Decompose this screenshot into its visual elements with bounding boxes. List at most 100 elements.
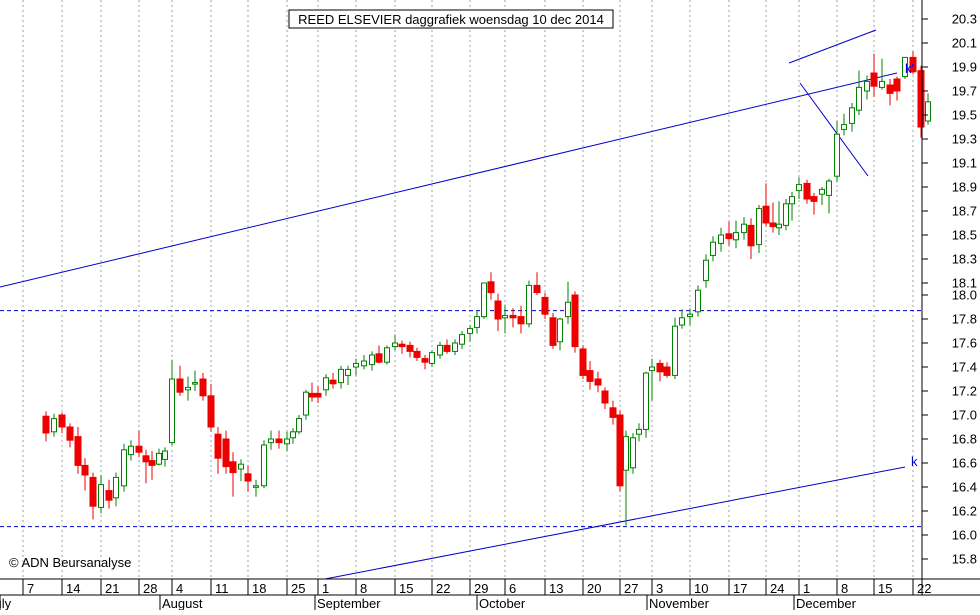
x-tick-label: 24: [770, 581, 784, 596]
candle: [128, 440, 134, 461]
candle-body: [467, 328, 473, 334]
candle: [663, 362, 671, 378]
candle-body: [710, 241, 716, 256]
y-tick-label: 19.1: [952, 156, 977, 171]
candle-body: [803, 182, 811, 200]
candle-body: [303, 391, 309, 416]
candle-body: [345, 368, 351, 376]
candle: [703, 254, 709, 288]
candle-body: [609, 407, 617, 418]
candle: [135, 430, 143, 457]
grid: [22, 0, 914, 579]
candle-body: [353, 362, 359, 368]
candle: [275, 430, 283, 449]
candle: [244, 465, 252, 492]
title-frame: [288, 9, 614, 29]
candle-body: [308, 392, 316, 398]
candle: [222, 430, 230, 474]
x-tick-label: 15: [399, 581, 413, 596]
candle-body: [474, 316, 480, 328]
candle-body: [649, 366, 655, 372]
candle: [649, 358, 655, 401]
x-tick-label: 6: [509, 581, 516, 596]
candle-body: [406, 344, 414, 352]
candle: [51, 413, 57, 437]
candle-body: [42, 415, 50, 434]
candle: [819, 187, 825, 205]
candle-body: [369, 354, 375, 366]
candle: [290, 428, 296, 444]
y-tick-label: 20.3: [952, 12, 977, 27]
candle-body: [909, 56, 917, 73]
candle-body: [74, 436, 82, 466]
candle-body: [329, 379, 337, 385]
candle: [148, 451, 156, 480]
candle: [741, 217, 747, 240]
candle: [636, 423, 642, 442]
candle-body: [826, 180, 832, 196]
candle: [762, 183, 770, 227]
y-tick-label: 16.2: [952, 504, 977, 519]
candle: [185, 376, 191, 401]
candle-body: [375, 353, 383, 363]
candle: [443, 339, 451, 354]
trendline-k: [324, 466, 906, 580]
candle-body: [398, 343, 406, 348]
candle-body: [361, 360, 367, 367]
month-label: November: [649, 596, 710, 610]
candle-body: [789, 196, 795, 205]
month-label: October: [479, 596, 526, 610]
candle-body: [718, 234, 724, 244]
candle-body: [487, 281, 495, 294]
candle-body: [687, 313, 693, 318]
candle: [718, 227, 724, 252]
candle: [437, 341, 443, 359]
candle: [579, 345, 587, 379]
candle: [413, 347, 421, 361]
candle: [747, 218, 755, 259]
candle: [796, 177, 802, 199]
candle-body: [238, 463, 244, 470]
candle-body: [244, 473, 252, 482]
candle: [502, 304, 508, 334]
candle: [586, 361, 594, 390]
candle-body: [135, 445, 143, 453]
candle-body: [437, 344, 443, 356]
candle-body: [290, 431, 296, 439]
month-label: September: [317, 596, 381, 610]
x-tick-label: 1: [322, 581, 329, 596]
candle-body: [571, 294, 579, 348]
candle-body: [338, 368, 344, 384]
x-tick-label: 8: [841, 581, 848, 596]
candle: [909, 51, 917, 75]
candle-body: [113, 476, 119, 499]
candle-body: [214, 433, 222, 459]
x-tick-label: 20: [587, 581, 601, 596]
candle: [616, 410, 624, 492]
candle-body: [643, 372, 649, 430]
candle: [121, 443, 127, 492]
candle: [474, 310, 480, 334]
candle-body: [128, 445, 134, 456]
y-tick-label: 20.1: [952, 36, 977, 51]
candle-body: [902, 56, 908, 78]
candle-body: [541, 296, 549, 315]
candle: [879, 58, 885, 90]
candle-body: [849, 107, 855, 124]
copyright-label: © ADN Beursanalyse: [9, 555, 131, 570]
candle: [214, 427, 222, 474]
candle: [392, 334, 398, 351]
candle: [656, 359, 664, 382]
candle: [467, 325, 473, 342]
candle-body: [268, 438, 274, 444]
candle: [481, 282, 487, 319]
candle-body: [314, 392, 322, 398]
x-tick-label: 10: [694, 581, 708, 596]
candle-body: [384, 347, 390, 363]
candle-body: [594, 378, 602, 386]
candle: [398, 340, 406, 354]
x-tick-label: 7: [27, 581, 34, 596]
month-label: August: [162, 596, 203, 610]
candle-body: [148, 460, 156, 466]
x-tick-label: 11: [215, 581, 229, 596]
